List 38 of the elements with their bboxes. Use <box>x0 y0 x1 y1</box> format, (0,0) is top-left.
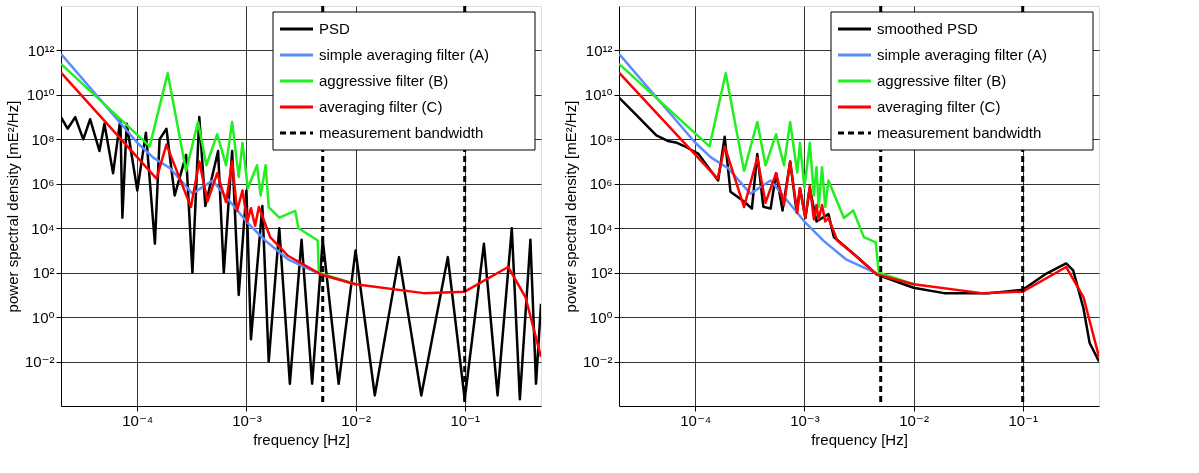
legend-label: averaging filter (C) <box>319 98 443 115</box>
x-axis-title: frequency [Hz] <box>811 430 908 448</box>
x-tick-label: 10⁻³ <box>790 411 820 429</box>
ref-line-label: measurement bandwidth <box>319 124 484 141</box>
y-tick-label: 10¹² <box>585 41 613 59</box>
y-tick-label: 10¹⁰ <box>26 86 55 104</box>
legend-label: averaging filter (C) <box>877 98 1001 115</box>
y-axis-title: power spectral density [mE²/Hz] <box>3 100 21 313</box>
y-tick-label: 10⁶ <box>31 175 55 193</box>
ref-line-label: measurement bandwidth <box>877 124 1042 141</box>
y-tick-label: 10⁶ <box>589 175 613 193</box>
legend-label: simple averaging filter (A) <box>877 46 1048 63</box>
y-tick-label: 10⁻² <box>582 353 613 371</box>
legend-label: aggressive filter (B) <box>319 72 449 89</box>
x-tick-label: 10⁻² <box>899 411 929 429</box>
y-tick-label: 10⁰ <box>589 308 613 326</box>
y-tick-label: 10² <box>32 264 55 282</box>
x-tick-label: 10⁻⁴ <box>122 411 154 429</box>
legend-label: simple averaging filter (A) <box>319 46 490 63</box>
legend-label: smoothed PSD <box>877 20 979 37</box>
x-tick-label: 10⁻³ <box>232 411 262 429</box>
legend-label: aggressive filter (B) <box>877 72 1007 89</box>
x-tick-label: 10⁻⁴ <box>680 411 712 429</box>
x-tick-label: 10⁻² <box>341 411 371 429</box>
y-tick-label: 10¹⁰ <box>584 86 613 104</box>
y-tick-label: 10⁴ <box>589 219 613 237</box>
y-tick-label: 10⁰ <box>31 308 55 326</box>
y-tick-label: 10¹² <box>27 41 55 59</box>
y-tick-label: 10⁸ <box>589 130 613 148</box>
legend-label: PSD <box>319 20 351 37</box>
x-axis-title: frequency [Hz] <box>253 430 350 448</box>
x-tick-label: 10⁻¹ <box>1008 411 1039 429</box>
y-tick-label: 10⁸ <box>31 130 55 148</box>
y-tick-label: 10⁻² <box>24 353 55 371</box>
y-tick-label: 10⁴ <box>31 219 55 237</box>
x-tick-label: 10⁻¹ <box>450 411 481 429</box>
y-axis-title: power spectral density [mE²/Hz] <box>561 100 579 313</box>
y-tick-label: 10² <box>590 264 613 282</box>
